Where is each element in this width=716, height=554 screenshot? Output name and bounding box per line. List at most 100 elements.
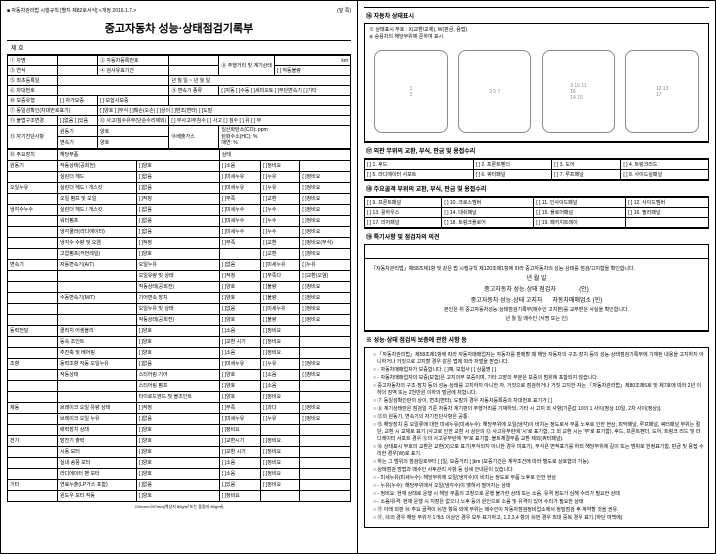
note-item: ○ - 정비요: 현재 상태로 운행 시 해당 부품의 고장으로 운행 불가한 …: [373, 491, 704, 498]
inspection-row: 오일 펌프 및 오일[ ]적정[ ]부족[ ]교환[ ]정비요: [8, 193, 351, 204]
frame-check[interactable]: [ ] 11. 인사이드패널: [534, 198, 626, 208]
inspection-row: 스티어링 펌프[ ]양호[ ]소음: [8, 380, 351, 391]
opt-self-warranty[interactable]: [ ] 자가보증: [58, 96, 98, 106]
panel-check[interactable]: [ ] 5. 라디에이터 서포트: [365, 170, 474, 180]
label-illegal-mod: ⑪ 불법구조변경: [8, 116, 58, 126]
car-diagram-side-right: 12 1317: [625, 50, 699, 133]
frame-check[interactable]: [ ] 17. 리어패널: [365, 218, 442, 228]
inspection-row: 오일유량 및 상태[ ]적정[ ]부족다[ ]교환(오염): [8, 270, 351, 281]
panel-check[interactable]: [ ] 6. 쿼터패널: [473, 170, 551, 180]
note-item: ○ ⑬의 원동기, 변속기의 자기진단사항은 공통.: [373, 414, 704, 421]
frame-check[interactable]: [ ] 14. 대쉬패널: [442, 208, 534, 218]
panel-check[interactable]: [ ] 2. 프론트펜더: [473, 160, 551, 170]
inspection-row: 라디에이터 팬 모터[ ]양호[ ]소음[ ]정비요: [8, 468, 351, 479]
diag-engine-val[interactable]: 양호: [98, 126, 169, 137]
diag-trans-val[interactable]: 양호: [98, 137, 169, 148]
special-notes-field[interactable]: [364, 245, 709, 259]
panel-check[interactable]: [ ] 1. 후드: [365, 160, 474, 170]
note-item: ○ 하는 그 범위의 점검일로부터 [ ]일, 보증거리 [ ]km (보증기간…: [373, 459, 704, 466]
car-diagram-area: 12 3 5 7 9 10 111614 15 12 1317: [364, 42, 709, 142]
sig-seal-2: 자동차매매업소 (인): [552, 298, 602, 304]
panel-check[interactable]: [ ] 4. 트렁크리드: [621, 160, 709, 170]
state-legend: ※ 상태표시 부호 : X(교환/교체), W(판금, 용접) ※ 승용차의 해…: [364, 24, 709, 42]
inspection-row: 타이로드엔드 및 볼조인트[ ]양호[ ]정비요: [8, 391, 351, 402]
label-odometer: ⑧ 주행거리 및 계기상태: [219, 56, 275, 76]
panel-checklist: [ ] 1. 후드[ ] 2. 프론트펜더[ ] 3. 도어[ ] 4. 트렁크…: [364, 159, 709, 180]
inspection-row: 시동 모터[ ]양호[ ]교환 시기[ ]정비요: [8, 446, 351, 457]
frame-check[interactable]: [ ] 16. 필러패널: [626, 208, 709, 218]
inspection-items-table: ⑮ 주요장치 해당부품 상태 원동기작동상태(공회전)[ ]양호[ ]소음[ ]…: [7, 149, 351, 502]
diag-engine-label: 원동기: [58, 126, 98, 137]
opt-ins-warranty[interactable]: [ ] 보험사보증: [98, 96, 169, 106]
car-diagram-top: 9 10 111614 15: [542, 50, 616, 133]
frame-checklist: [ ] 9. 프론트패널[ ] 10. 크로스멤버[ ] 11. 인사이드패널[…: [364, 197, 709, 228]
inspection-row: 등속 조인트[ ]양호[ ]교환 시기[ ]정비요: [8, 336, 351, 347]
inspection-row: 냉각수누수실린더 헤드 / 개스킷[ ]없음[ ]미세누수[ ]누수[ ]정비요: [8, 204, 351, 215]
frame-check[interactable]: [ ] 19. 패키지트레이: [534, 218, 626, 228]
frame-check[interactable]: [ ] 13. 휠하우스: [365, 208, 442, 218]
label-first-reg: ⑤ 최초등록일: [8, 76, 58, 86]
label-emission: ⑭배출가스: [169, 126, 219, 149]
note-item: ○ ⑮ 해당장치 중 오일류에 대한 미세누유(미세누수): 해당부위에 오일(…: [373, 422, 704, 443]
frame-check[interactable]: [ ] 10. 크로스멤버: [442, 198, 534, 208]
trans-options[interactable]: [ ]자동 [ ]수동 [ ]세미오토 [ ]무단변속기 [ ]기타: [219, 86, 351, 96]
inspection-row: 조향동력조향 작동 오일누유[ ]없음[ ]미세누유[ ]누유[ ]정비요: [8, 358, 351, 369]
note-item: ○ - 자동차매매업자가 보증합니다. [ ]예, 보험사 [ ] 상품명 [ …: [373, 367, 704, 374]
form-page-back: ⑯ 자동차 상태표시 ※ 상태표시 부호 : X(교환/교체), W(판금, 용…: [358, 0, 716, 554]
frame-check[interactable]: [626, 218, 709, 228]
inspection-row: 전기발전기 출력[ ]양호[ ]교환시기[ ]정비요: [8, 435, 351, 446]
note-item: ○ ⑧ 계기상태란은 점검일 기준 자동차 계기판의 주행거리를 기재하되, 기…: [373, 406, 704, 413]
sig-notifier-label: 중고자동차 성능·상태 고지자: [471, 298, 543, 304]
illegal-mod-opts[interactable]: [ ]없음 [ ]있음: [58, 116, 98, 126]
inspection-row: 브레이크 오일 누유[ ]없음[ ]미세누유[ ]누유[ ]정비요: [8, 413, 351, 424]
emission-vals[interactable]: 일산화탄소(CO): ppm탄화수소(HC): %매연: %: [219, 126, 351, 149]
notes-title: ※ 성능·상태 점검의 보증에 관한 사항 등: [364, 331, 709, 348]
inspection-row: 작동상태(공회전)[ ]양호[ ]불량[ ]정비요: [8, 314, 351, 325]
note-item: ○ - 미세누유(미세누수): 해당부위에 오일(냉각수)이 비치는 정도로 부…: [373, 475, 704, 482]
label-accident: ⑫ 사고/침수유무(단순수리제외): [98, 116, 169, 126]
document-title: 중고자동차 성능·상태점검기록부: [7, 16, 351, 41]
section-main-parts: ⑮ 주요장치: [8, 149, 58, 160]
notes-body: ○ 「자동차관리법」제58조제1항에 따라 자동차매매업자는 자동차를 판매할 …: [364, 348, 709, 528]
valid-period-dates[interactable]: 년 월 일 ~ 년 월 일: [169, 76, 351, 86]
inspection-row: 실내 송풍 모터[ ]양호[ ]소음[ ]정비요: [8, 457, 351, 468]
odometer-km[interactable]: km: [274, 56, 350, 66]
panel-check[interactable]: [ ] 8. 사이드실패널: [621, 170, 709, 180]
inspection-row: 원동기작동상태(공회전)[ ]양호[ ]소음[ ]정비요: [8, 160, 351, 171]
note-item: ○ - 소음/유격: 현재 운행 시 지장은 없으나 노후 등의 원인으로 소음…: [373, 499, 704, 506]
sig-inspector-label: 중고자동차 성능·상태 점검자: [484, 287, 556, 293]
frame-check[interactable]: [ ] 9. 프론트패널: [365, 198, 442, 208]
inspection-row: 냉각쿨러(라디에이터)[ ]없음[ ]미세누수[ ]누수[ ]정비요: [8, 226, 351, 237]
note-item: ○ 중고자동차의 구조·장치 등의 성능·상태를 고지하지 아니한 자, 거짓으…: [373, 383, 704, 397]
note-item: ○ - 자동차매매업자의 보증(보험)은 고지의무 보증이며, 기타 고장의 부…: [373, 375, 704, 382]
vehicle-info-table: ① 차명 ② 자동차등록번호 ⑧ 주행거리 및 계기상태 km ③ 연식 ④ 검…: [7, 55, 351, 149]
sig-law-text: 「자동차관리법」제58조제1항 및 같은 법 시행규칙 제120조제1항에 따라…: [371, 265, 702, 274]
panel-check[interactable]: [ ] 7. 루프패널: [552, 170, 621, 180]
sig-date: 년 월 일: [371, 274, 702, 285]
note-item: ○ - 누유(누수): 해당부위에서 오일(냉각수)이 맺혀서 떨어지는 상태: [373, 483, 704, 490]
inspection-row: 실린더 헤드[ ]없음[ ]미세누유[ ]누유[ ]정비요: [8, 171, 351, 182]
inspection-row: 오일누유 및 상태[ ]없음[ ]미세누유[ ]정비요: [8, 303, 351, 314]
col-state: 상태: [219, 149, 350, 160]
frame-check[interactable]: [ ] 18. 트렁크플로어: [442, 218, 534, 228]
inspection-row: 기타연료누출(LP가스 포함)[ ]없음[ ]있음[ ]정비요: [8, 479, 351, 490]
header-row: ■ 자동차관리법 시행규칙 [별지 제82호서식] <개정 2016.1.7.>…: [7, 7, 351, 14]
issue-number: 제 호: [7, 41, 351, 55]
label-trans-type: ⑨ 변속기 종류: [169, 86, 219, 96]
inspection-row: 추진축 및 베어링[ ]양호[ ]소음[ ]정비요: [8, 347, 351, 358]
panel-check[interactable]: [ ] 3. 도어: [552, 160, 621, 170]
note-item: ○ ⑦ 동일성확인란의 상이, 변조(변타), 도말의 경우 자동차등록증의 차…: [373, 398, 704, 405]
label-vin-check: ⑦ 동일성확인(차대번호표기): [8, 106, 98, 116]
vin-check-options[interactable]: [ ]양호 [ ]부식 [ ]훼손(오손) [ ]상이 [ ]변조(변타) [ …: [98, 106, 351, 116]
special-notes-head: ⑲ 특기사항 및 점검자의 의견: [364, 228, 709, 245]
label-self-diag: ⑬ 자기진단사항: [8, 126, 58, 149]
frame-check[interactable]: [ ] 15. 플로어패널: [534, 208, 626, 218]
car-state-head: ⑯ 자동차 상태표시: [364, 7, 709, 24]
inspection-row: 작동상태(공회전)[ ]양호[ ]불량[ ]정비요: [8, 281, 351, 292]
opt-malfunction[interactable]: [ ] 작동불량: [274, 66, 350, 76]
note-item: ○ 상태점검 방법과 매수인 사후관리 사항 등 상세 안내문이 있습니다.: [373, 467, 704, 474]
accident-opts[interactable]: [ ] 무사고/무침수 [ ] 사고 [ ] 침수 [ ] 유 [ ] 무: [169, 116, 351, 126]
inspection-row: 작동상태스티어링 기어[ ]양호[ ]소음[ ]정비요: [8, 369, 351, 380]
label-year: ③ 연식: [8, 66, 58, 76]
frame-check[interactable]: [ ] 12. 사이드멤버: [626, 198, 709, 208]
